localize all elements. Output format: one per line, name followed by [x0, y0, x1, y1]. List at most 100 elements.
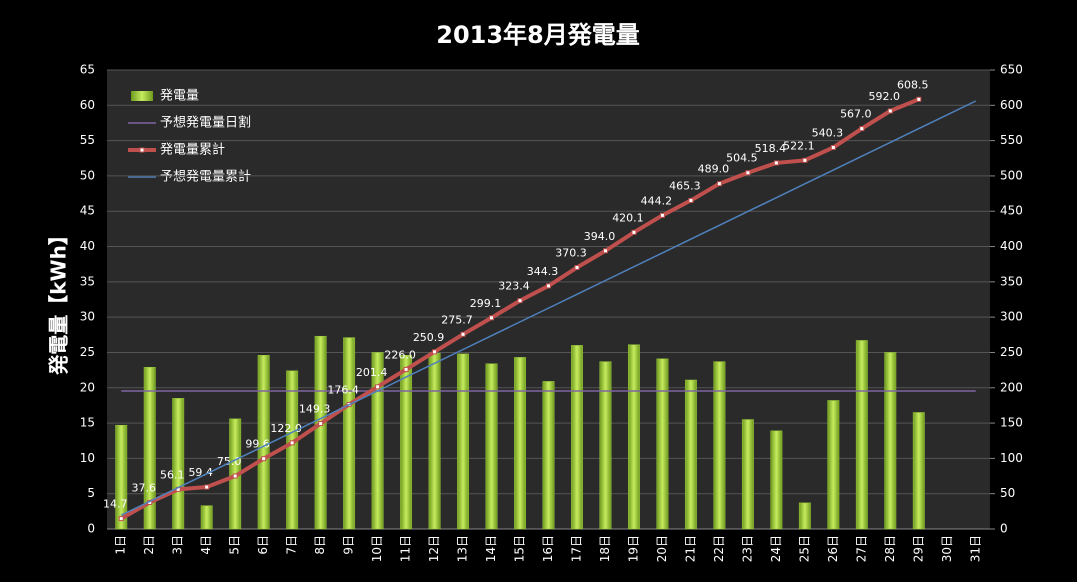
- data-label: 518.4: [755, 142, 787, 155]
- x-tick-label: 17日: [569, 535, 583, 562]
- x-tick-label: 27日: [854, 535, 868, 562]
- y2-tick-label: 500: [1000, 168, 1023, 182]
- bar: [912, 412, 925, 530]
- data-label: 176.4: [327, 383, 359, 396]
- data-label: 489.0: [698, 163, 730, 176]
- marker: [118, 516, 124, 522]
- marker: [460, 331, 466, 337]
- bar: [257, 355, 270, 530]
- data-label: 250.9: [413, 331, 445, 344]
- data-label: 56.1: [160, 468, 185, 481]
- bar: [514, 357, 526, 530]
- legend-label: 発電量累計: [160, 142, 225, 158]
- data-label: 122.0: [270, 422, 302, 435]
- y2-tick-label: 350: [1000, 274, 1023, 288]
- y2-tick-label: 300: [1000, 310, 1023, 324]
- y2-tick-label: 650: [1000, 63, 1023, 77]
- y2-tick-label: 50: [1000, 486, 1015, 500]
- x-tick-label: 21日: [683, 535, 697, 562]
- data-label: 344.3: [527, 265, 559, 278]
- bar: [770, 430, 783, 530]
- x-tick-label: 18日: [598, 535, 612, 562]
- y-axis-title: 発電量【kWh】: [47, 225, 71, 376]
- data-label: 226.0: [384, 348, 416, 361]
- bar: [343, 337, 356, 530]
- marker: [204, 484, 210, 490]
- bar: [827, 400, 840, 530]
- data-label: 420.1: [612, 211, 644, 224]
- bar: [286, 370, 299, 530]
- bar: [314, 335, 327, 530]
- marker: [916, 96, 922, 102]
- marker: [489, 315, 495, 321]
- y-tick-label: 40: [80, 239, 95, 253]
- y-tick-label: 35: [80, 274, 95, 288]
- marker: [802, 157, 808, 163]
- data-label: 592.0: [869, 90, 901, 103]
- legend-swatch: [131, 91, 153, 101]
- x-tick-label: 20日: [655, 535, 669, 562]
- line: [120, 100, 977, 516]
- bar: [798, 502, 811, 530]
- marker: [517, 298, 523, 304]
- data-label: 299.1: [470, 297, 502, 310]
- y-tick-label: 10: [80, 451, 95, 465]
- y2-tick-label: 150: [1000, 416, 1023, 430]
- x-tick-label: 26日: [826, 535, 840, 562]
- y2-tick-label: 200: [1000, 380, 1023, 394]
- y2-tick-label: 600: [1000, 98, 1023, 112]
- marker: [716, 181, 722, 187]
- bar: [115, 424, 128, 530]
- marker: [745, 170, 751, 176]
- x-tick-label: 22日: [712, 535, 726, 562]
- data-label: 444.2: [641, 194, 673, 207]
- x-tick-label: 19日: [626, 535, 640, 562]
- x-tick-label: 9日: [342, 535, 356, 555]
- x-tick-label: 1日: [114, 535, 128, 555]
- x-tick-label: 12日: [427, 535, 441, 562]
- marker: [318, 421, 324, 427]
- x-tick-label: 4日: [199, 535, 213, 555]
- legend-marker: [139, 147, 145, 153]
- data-label: 323.4: [498, 280, 530, 293]
- data-label: 275.7: [441, 313, 473, 326]
- bar: [656, 358, 669, 530]
- legend-label: 発電量: [160, 89, 199, 104]
- marker: [659, 212, 665, 218]
- bar: [200, 505, 213, 530]
- x-tick-label: 28日: [883, 535, 897, 562]
- data-label: 608.5: [897, 78, 929, 91]
- y-tick-label: 65: [80, 63, 95, 77]
- data-label: 59.4: [188, 466, 213, 479]
- data-label: 99.6: [245, 438, 270, 451]
- marker: [289, 440, 295, 446]
- x-tick-label: 10日: [370, 535, 384, 562]
- marker: [773, 160, 779, 166]
- x-tick-label: 24日: [769, 535, 783, 562]
- x-tick-label: 6日: [256, 535, 270, 555]
- marker: [403, 366, 409, 372]
- x-tick-label: 25日: [797, 535, 811, 562]
- y-tick-label: 20: [80, 380, 95, 394]
- y-tick-label: 60: [80, 98, 95, 112]
- marker: [261, 456, 267, 462]
- y-tick-label: 25: [80, 345, 95, 359]
- x-tick-label: 13日: [456, 535, 470, 562]
- bar: [713, 361, 726, 530]
- x-tick-label: 11日: [399, 535, 413, 562]
- x-tick-label: 7日: [285, 535, 299, 555]
- data-label: 504.5: [726, 152, 758, 165]
- x-tick-label: 2日: [142, 535, 156, 555]
- bar: [457, 353, 469, 530]
- marker: [232, 473, 238, 479]
- data-label: 540.3: [812, 126, 844, 139]
- data-label: 75.0: [217, 455, 242, 468]
- y-tick-label: 45: [80, 204, 95, 218]
- bar: [884, 352, 897, 530]
- marker: [574, 265, 580, 271]
- x-tick-label: 23日: [740, 535, 754, 562]
- data-label: 465.3: [669, 179, 701, 192]
- x-tick-label: 16日: [541, 535, 555, 562]
- data-label: 14.7: [103, 498, 128, 511]
